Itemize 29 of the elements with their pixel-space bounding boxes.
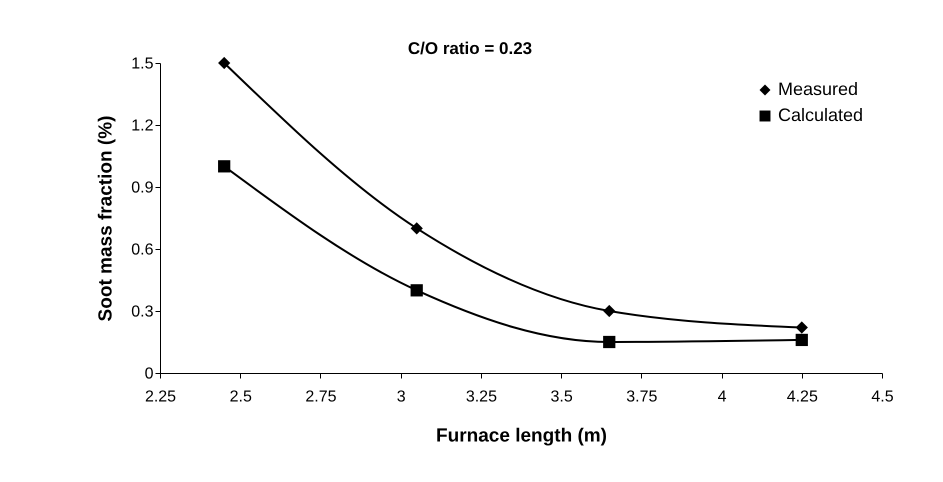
- x-tick-label: 3.5: [550, 388, 573, 406]
- point: [796, 334, 808, 346]
- point: [603, 336, 616, 348]
- x-tick-label: 2.25: [144, 388, 176, 406]
- legend-label: Calculated: [778, 105, 864, 125]
- x-tick-label: 4: [718, 388, 727, 406]
- point: [410, 222, 423, 234]
- x-tick-label: 4.25: [786, 388, 818, 406]
- point: [410, 284, 423, 296]
- x-tick-label: 4.5: [871, 388, 894, 406]
- legend-label: Measured: [778, 79, 858, 99]
- y-tick-label: 0.6: [131, 242, 154, 258]
- x-tick-label: 3.25: [466, 388, 498, 406]
- point: [218, 56, 230, 70]
- x-tick-label: 2.75: [305, 388, 337, 406]
- text: C/O ratio = 0.23: [408, 39, 532, 58]
- x-axis-title: Furnace length (m): [436, 426, 608, 446]
- x-tick-label: 3.75: [626, 388, 658, 406]
- y-tick-label: 1.5: [131, 56, 154, 72]
- y-tick-label: 0.3: [131, 304, 154, 320]
- y-tick-label: 1.2: [131, 118, 154, 134]
- y-axis-title: Soot mass fraction (%): [95, 116, 116, 322]
- point: [603, 304, 616, 318]
- y-tick-label: 0.9: [131, 180, 154, 196]
- x-tick-label: 3: [396, 388, 406, 406]
- y-tick-label: 0: [144, 366, 154, 382]
- point: [796, 321, 808, 334]
- x-tick-label: 2.5: [230, 388, 252, 406]
- point: [218, 160, 230, 172]
